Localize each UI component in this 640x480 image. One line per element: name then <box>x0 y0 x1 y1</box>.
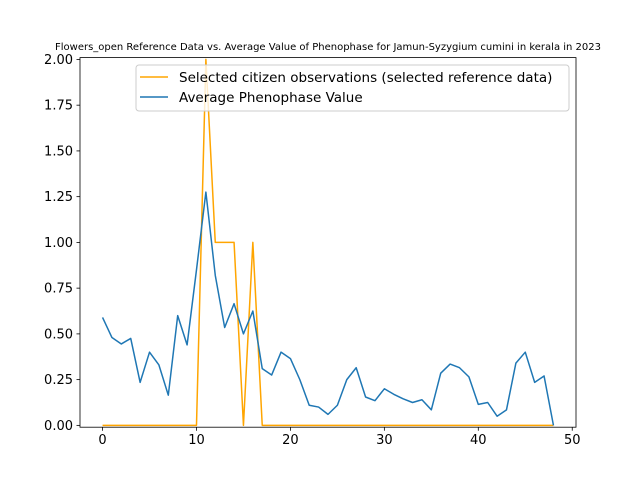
y-tick-label: 1.00 <box>44 236 73 251</box>
series-layer <box>101 58 555 427</box>
y-tick-label: 2.00 <box>44 53 73 68</box>
y-axis: 0.00 0.25 0.50 0.75 1.00 1.25 1.50 1.75 2.00 <box>44 53 80 434</box>
legend-label-1: Average Phenophase Value <box>179 90 363 106</box>
x-tick-label: 50 <box>564 433 581 448</box>
x-tick-label: 20 <box>282 433 299 448</box>
y-tick-label: 1.50 <box>44 144 73 159</box>
x-tick-label: 40 <box>470 433 487 448</box>
x-axis: 0 10 20 30 40 50 <box>98 427 581 448</box>
x-tick-label: 10 <box>188 433 205 448</box>
y-tick-label: 0.75 <box>44 282 73 297</box>
legend-box <box>135 64 570 112</box>
y-tick-label: 0.00 <box>44 419 73 434</box>
x-tick-label: 0 <box>98 433 106 448</box>
series-line-0 <box>102 58 554 427</box>
chart-title: Flowers_open Reference Data vs. Average … <box>55 42 601 53</box>
y-tick-label: 0.50 <box>44 327 73 342</box>
x-tick-label: 30 <box>376 433 393 448</box>
y-tick-label: 0.25 <box>44 373 73 388</box>
legend-label-0: Selected citizen observations (selected … <box>179 70 552 86</box>
series-line-1 <box>101 191 555 426</box>
legend: Selected citizen observations (selected … <box>135 64 570 112</box>
y-tick-label: 1.25 <box>44 190 73 205</box>
y-tick-label: 1.75 <box>44 99 73 114</box>
